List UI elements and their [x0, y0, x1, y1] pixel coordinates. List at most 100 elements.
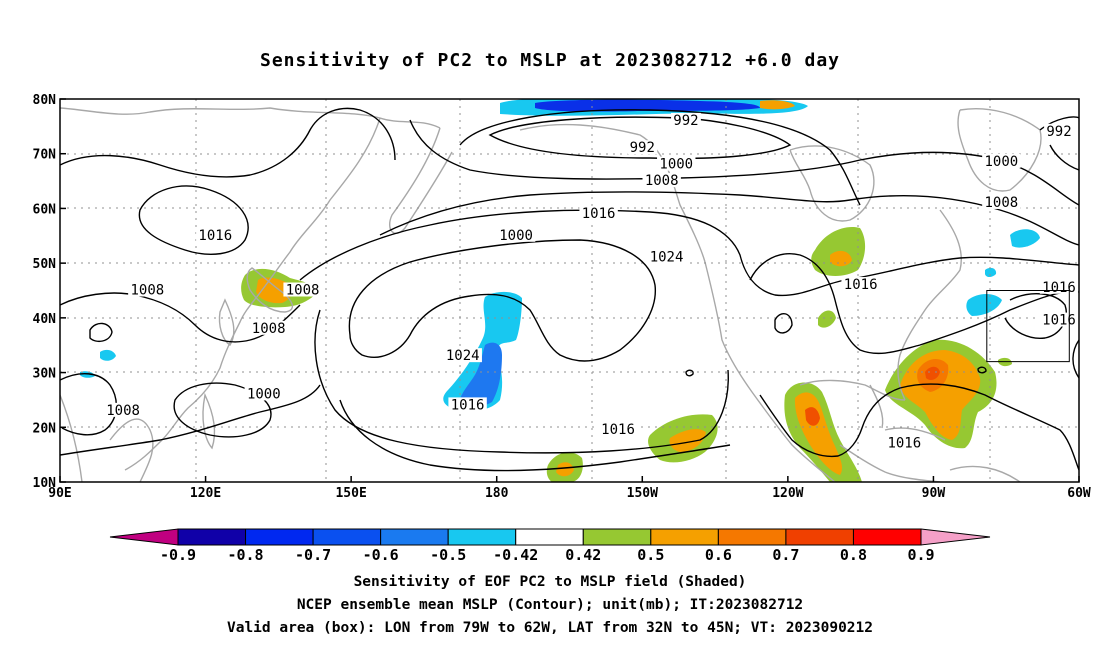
contour-1000-b	[409, 119, 1079, 206]
contour-label-bg	[103, 402, 143, 417]
contour-1016-na	[749, 253, 1079, 354]
coast-florida	[869, 384, 884, 429]
colorbar-label: 0.6	[705, 546, 732, 564]
lat-tick-label: 40N	[33, 312, 57, 327]
contour-label-bg	[443, 348, 482, 363]
lat-tick-label: 80N	[33, 93, 57, 108]
contour-label-bg	[196, 227, 235, 242]
shade-pos-japan-core	[256, 277, 293, 304]
colorbar-label: -0.5	[430, 546, 466, 564]
contour-label: 1008	[252, 321, 286, 337]
lon-tick-label: 90W	[922, 486, 946, 501]
coast-alaska	[519, 123, 706, 263]
contour-label-bg	[496, 227, 536, 242]
contour-1016-pacific	[314, 309, 729, 454]
lon-tick-label: 60W	[1067, 486, 1091, 501]
contour-label-bg	[244, 386, 283, 401]
contour-992-ne	[1039, 116, 1079, 171]
coast-greenland	[957, 108, 1042, 192]
contour-1016-gulf	[759, 383, 1079, 471]
contour-label: 1008	[286, 283, 320, 299]
contour-label: 1016	[601, 422, 635, 438]
sensitivity-shading	[80, 99, 1040, 482]
lat-tick-label: 20N	[33, 421, 57, 436]
coast-central-am	[839, 444, 941, 482]
shade-pos-atlantic-strong	[925, 366, 940, 380]
contour-label-bg	[982, 194, 1021, 209]
contour-label-bg	[283, 282, 322, 297]
colorbar-label: 0.42	[565, 546, 601, 564]
contour-label: 1016	[451, 397, 485, 413]
chart-title: Sensitivity of PC2 to MSLP at 2023082712…	[259, 50, 840, 71]
colorbar-segment	[177, 528, 247, 546]
lat-tick-label: 30N	[33, 367, 57, 382]
contour-label-bg	[982, 153, 1021, 168]
contour-label: 992	[673, 113, 698, 129]
contour-label: 1024	[650, 250, 684, 266]
contour-label: 992	[1046, 124, 1071, 140]
shade-neg-atlantic3	[985, 267, 997, 277]
contour-label-bg	[579, 205, 618, 220]
contour-label: 1024	[446, 348, 480, 364]
colorbar-segment	[717, 528, 787, 546]
contour-1016-asia	[60, 107, 396, 178]
contour-label: 1000	[247, 386, 281, 402]
colorbar-label: 0.9	[907, 546, 934, 564]
coastlines	[60, 107, 1042, 482]
contour-992-north	[488, 116, 792, 160]
axis-labels: 90E 120E 150E 180 150W 120W 90W 60W 10N 20N 30N 40N…	[33, 93, 1091, 501]
contour-label: 1008	[985, 195, 1019, 211]
contour-label-bg	[249, 320, 288, 335]
shade-neg-pacific-core	[459, 342, 502, 407]
colorbar-segment	[312, 528, 382, 546]
contour-1008-s	[60, 384, 321, 456]
contour-label-bg	[671, 112, 701, 127]
contour-label: 1008	[106, 403, 140, 419]
coast-cuba	[884, 427, 946, 441]
coast-hudson	[789, 145, 875, 222]
map-frame	[59, 98, 1080, 483]
contour-label: 1016	[844, 277, 878, 293]
coast-na-east	[897, 209, 962, 401]
contour-label-bg	[128, 282, 167, 297]
lon-tick-label: 120E	[190, 486, 221, 501]
contour-label: 1000	[659, 157, 693, 173]
contour-label-bg	[885, 435, 924, 450]
lon-tick-label: 150E	[335, 486, 366, 501]
contour-1016-right	[1072, 339, 1079, 379]
contour-label-bg	[841, 277, 880, 292]
coast-korea	[218, 298, 235, 346]
contour-label-bg	[1039, 312, 1079, 327]
shade-pos-mexico-strong	[805, 407, 820, 426]
colorbar-label: -0.6	[363, 546, 399, 564]
lat-tick-label: 70N	[33, 148, 57, 163]
caption-shaded: Sensitivity of EOF PC2 to MSLP field (Sh…	[353, 574, 747, 590]
shade-neg-atlantic2	[1010, 229, 1040, 248]
shade-neg-bay	[100, 349, 116, 361]
contour-1024-high	[348, 239, 656, 362]
lon-tick-label: 120W	[772, 486, 803, 501]
contour-1016-a	[299, 209, 1079, 297]
colorbar-left-triangle	[109, 528, 179, 546]
colorbar-segment	[515, 528, 584, 546]
contour-small-loop1	[89, 322, 113, 343]
colorbar-segment	[650, 528, 719, 546]
coast-asia-north	[60, 107, 441, 129]
lat-tick-label: 60N	[33, 202, 57, 217]
contour-label-bg	[448, 397, 487, 412]
contour-1000-sw	[173, 382, 272, 438]
contour-label-bg	[627, 140, 658, 155]
shade-neg-bay2	[80, 371, 95, 378]
contour-label: 1016	[582, 206, 616, 222]
colorbar-segment	[852, 528, 922, 546]
contour-label: 1008	[645, 173, 679, 189]
caption-contour: NCEP ensemble mean MSLP (Contour); unit(…	[296, 597, 804, 613]
colorbar-right-triangle	[920, 528, 991, 546]
shade-pos-tropics2-core	[669, 429, 706, 452]
coast-sa	[949, 465, 1021, 482]
colorbar-label: -0.7	[295, 546, 331, 564]
lat-tick-label: 50N	[33, 257, 57, 272]
contour-1008-a	[379, 191, 1079, 246]
